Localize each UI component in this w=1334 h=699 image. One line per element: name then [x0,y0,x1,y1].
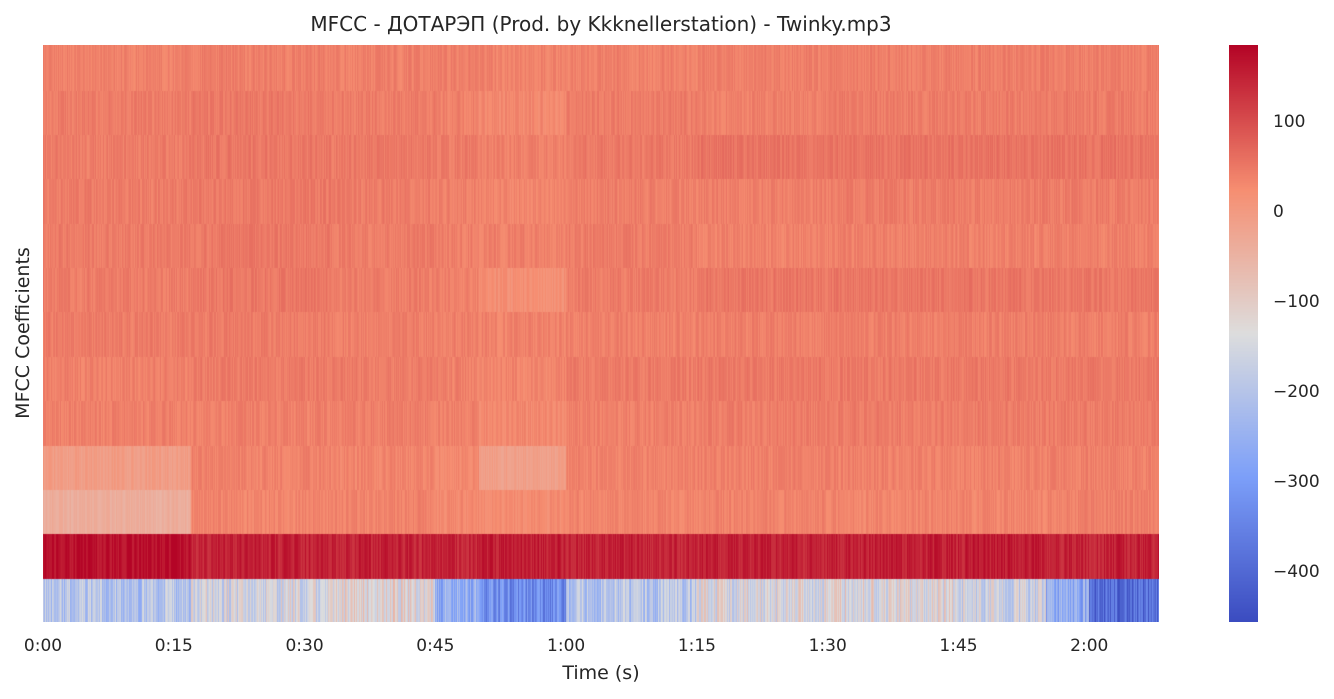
colorbar-tick-label: −100 [1273,291,1320,312]
colorbar [1229,45,1258,622]
x-tick-label: 1:45 [939,636,978,656]
colorbar-tick-label: −300 [1273,472,1320,493]
chart-title: MFCC - ДОТАРЭП (Prod. by Kkknellerstatio… [310,12,892,36]
y-axis-label: MFCC Coefficients [12,247,34,419]
x-tick-label: 0:30 [285,636,324,656]
x-tick-label: 2:00 [1070,636,1109,656]
colorbar-ticks: 100 0 −100 −200 −300 −400 [1258,45,1328,622]
x-tick-label: 1:15 [677,636,716,656]
colorbar-tick-label: −400 [1273,562,1320,583]
x-tick-label: 0:15 [154,636,193,656]
colorbar-tick-label: 0 [1273,201,1284,222]
mfcc-heatmap [43,45,1159,622]
x-tick-label: 0:45 [416,636,455,656]
x-axis-label: Time (s) [562,662,640,684]
x-tick-label: 0:00 [23,636,63,656]
x-tick-label: 1:30 [808,636,847,656]
colorbar-tick-label: −200 [1273,382,1320,403]
x-tick-label: 1:00 [547,636,586,656]
colorbar-tick-label: 100 [1273,111,1306,132]
x-axis-ticks: 0:00 0:15 0:30 0:45 1:00 1:15 1:30 1:45 2:00 [24,622,1159,656]
